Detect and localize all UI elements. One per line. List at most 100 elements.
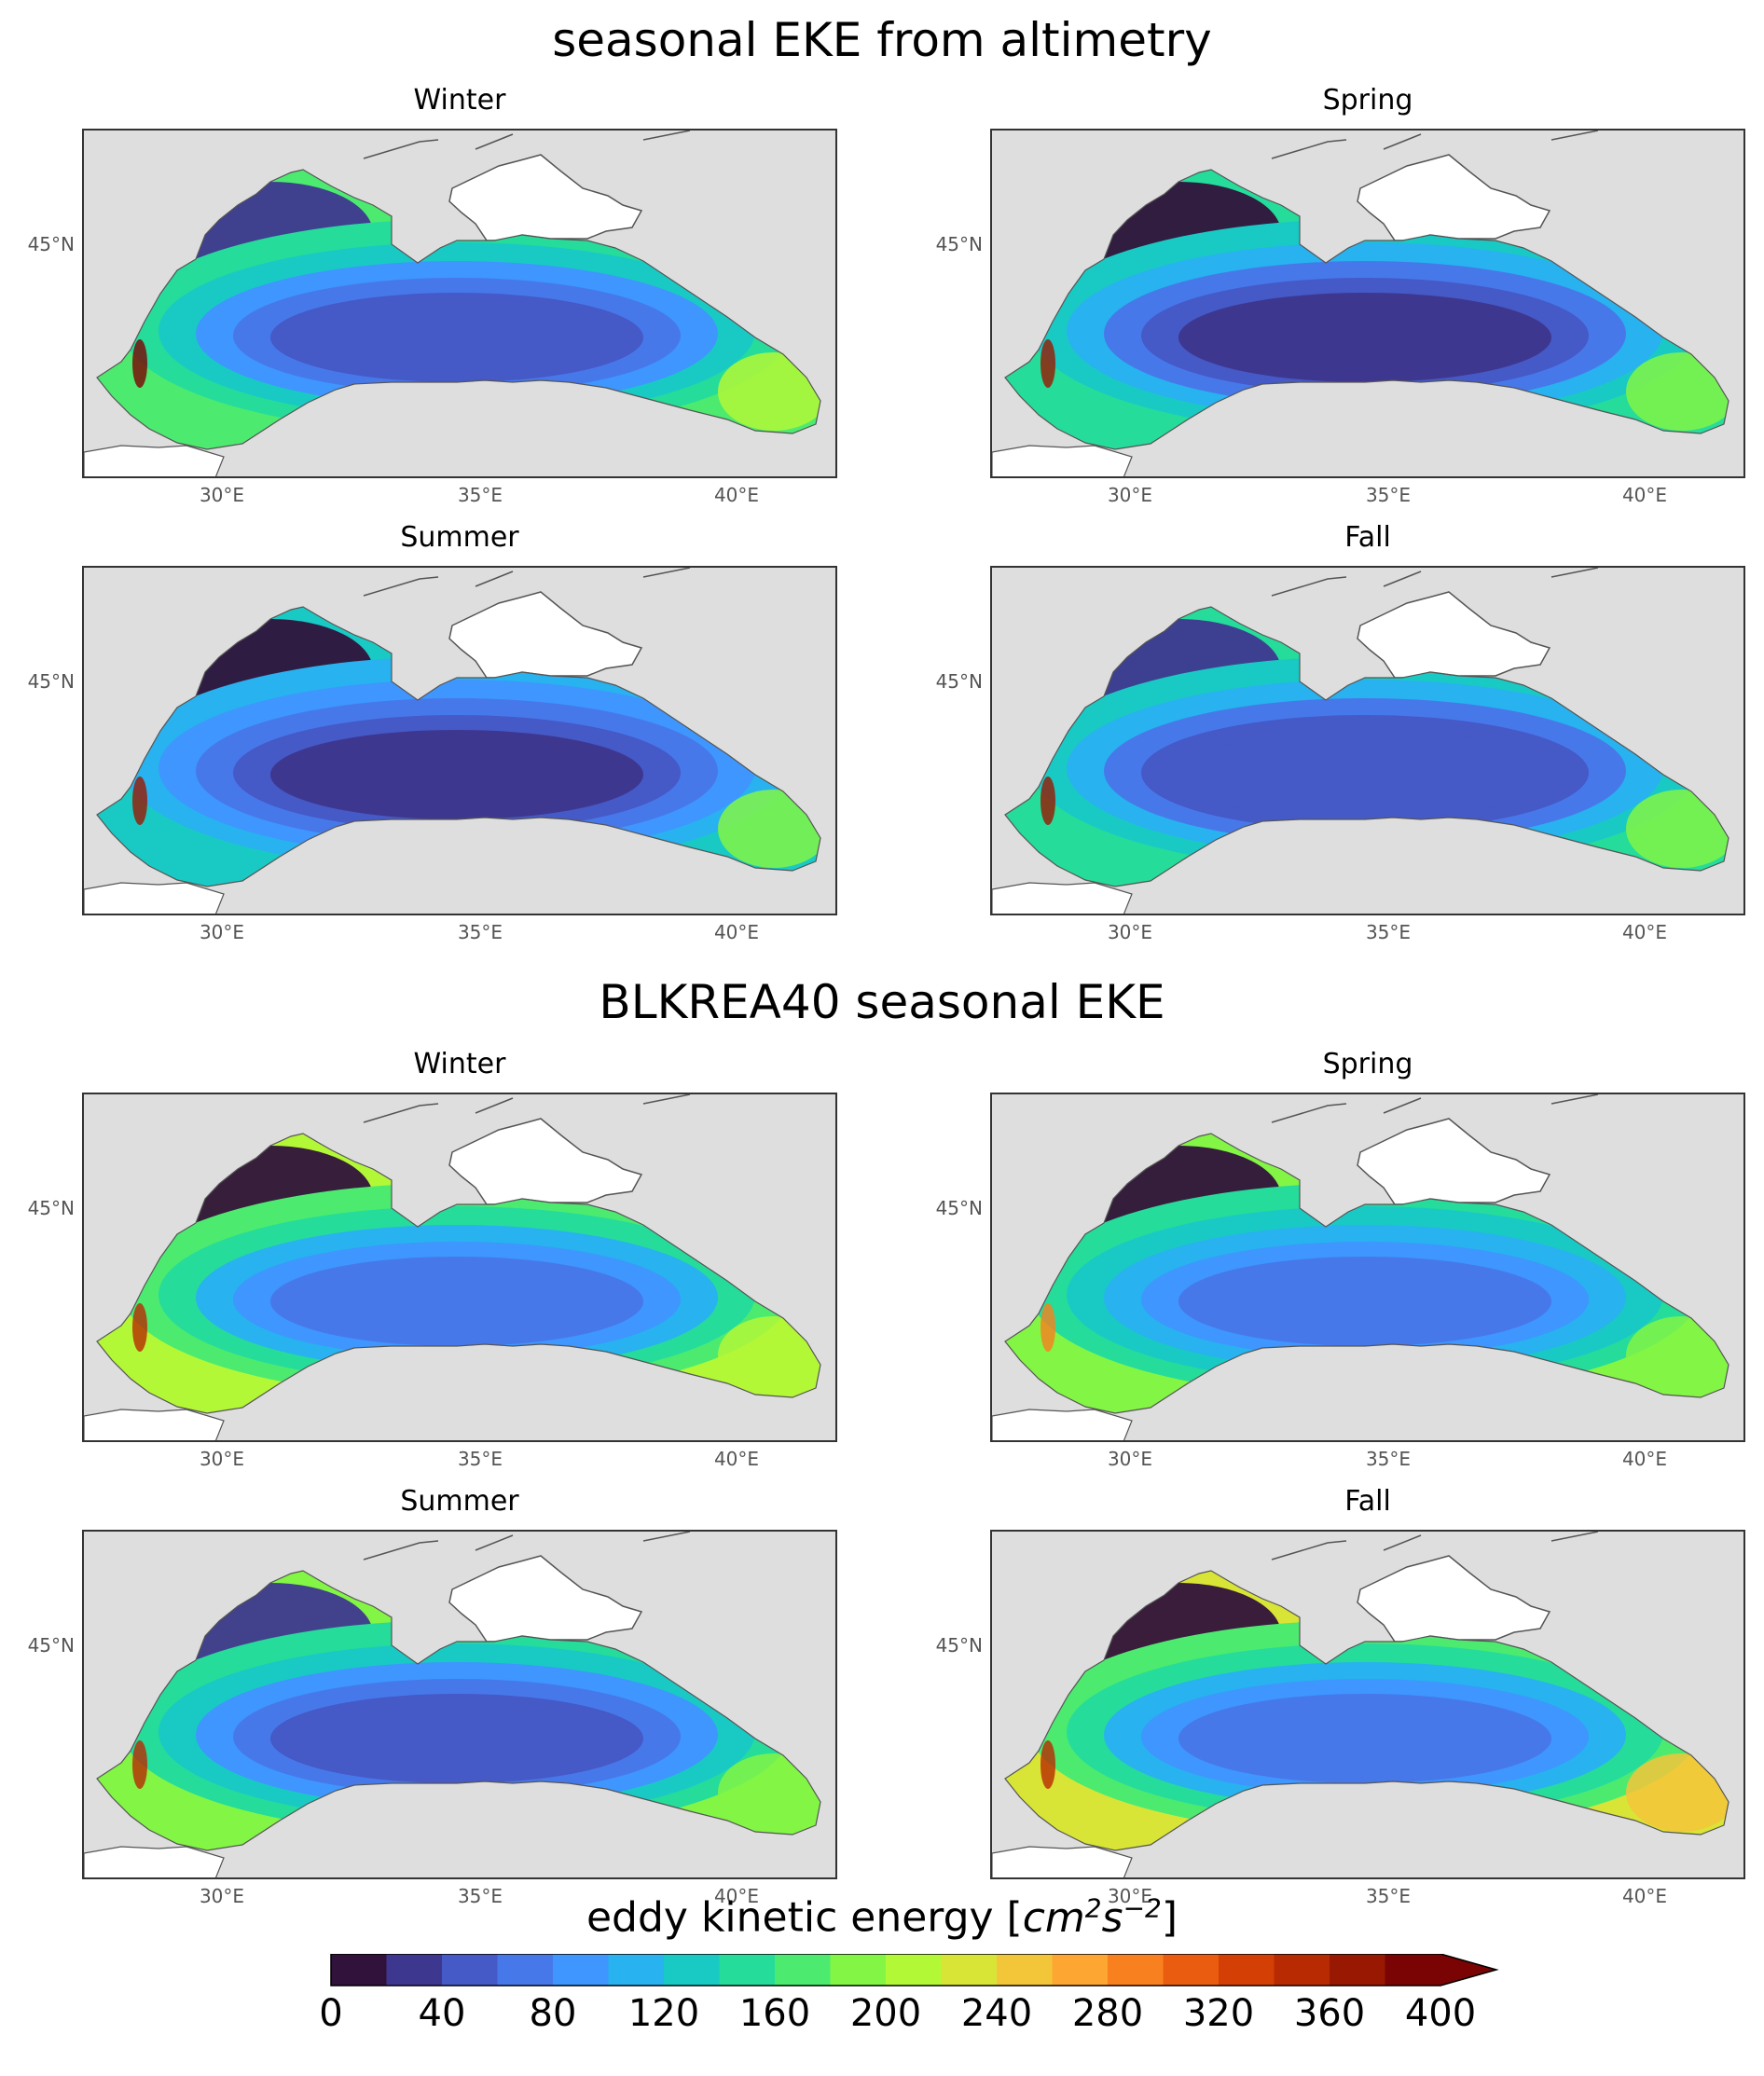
eke-eastern-patch bbox=[718, 1316, 820, 1395]
colorbar-segment bbox=[553, 1954, 609, 1986]
eke-field bbox=[97, 1134, 820, 1413]
colorbar-tick-label: 360 bbox=[1293, 1992, 1366, 2035]
colorbar-segment bbox=[608, 1954, 665, 1986]
lon-tick-label: 40°E bbox=[713, 484, 760, 506]
eke-contour-level bbox=[1178, 1694, 1551, 1783]
sea-outline bbox=[1004, 169, 1730, 450]
eke-hotspot bbox=[1318, 676, 1337, 687]
colorbar-segment bbox=[941, 1954, 998, 1986]
panel-title-altimetry-summer: Summer bbox=[400, 521, 519, 554]
eke-hotspot bbox=[410, 1203, 429, 1214]
panel-title-altimetry-spring: Spring bbox=[1322, 84, 1413, 117]
lon-tick-label: 40°E bbox=[1621, 1885, 1668, 1907]
northern-coast bbox=[363, 1532, 691, 1560]
eke-eastern-patch bbox=[1626, 1316, 1729, 1395]
crimea-land bbox=[448, 154, 643, 241]
eke-eastern-patch bbox=[1626, 352, 1729, 431]
panel-title-altimetry-fall: Fall bbox=[1344, 521, 1391, 554]
northern-coast bbox=[1271, 568, 1599, 597]
lat-tick-label: 45°N bbox=[935, 233, 983, 255]
map-altimetry-fall bbox=[990, 566, 1745, 915]
map-model-spring bbox=[990, 1093, 1745, 1442]
eke-hotspot bbox=[132, 339, 147, 388]
colorbar-segment bbox=[1330, 1954, 1385, 1986]
colorbar-segment bbox=[497, 1954, 554, 1986]
colorbar-tick-label: 400 bbox=[1404, 1992, 1477, 2035]
eke-field bbox=[1005, 1134, 1729, 1413]
colorbar-label-s: s bbox=[1101, 1893, 1123, 1942]
sea-outline bbox=[1004, 1133, 1730, 1414]
colorbar-segment bbox=[830, 1954, 887, 1986]
colorbar-label-prefix: eddy kinetic energy [ bbox=[586, 1893, 1023, 1942]
lon-tick-label: 40°E bbox=[713, 921, 760, 943]
eke-hotspot bbox=[410, 239, 429, 250]
bosporus-land bbox=[992, 445, 1133, 476]
eke-map-svg bbox=[84, 1094, 821, 1440]
colorbar-segment bbox=[331, 1954, 387, 1986]
northern-coast bbox=[1271, 1532, 1599, 1560]
section-title-altimetry: seasonal EKE from altimetry bbox=[552, 13, 1212, 67]
eke-map-svg bbox=[84, 131, 821, 476]
colorbar-tick-label: 160 bbox=[738, 1992, 811, 2035]
eke-map-svg bbox=[84, 1532, 821, 1877]
map-model-winter bbox=[82, 1093, 837, 1442]
lon-tick-label: 40°E bbox=[1621, 484, 1668, 506]
sea-outline bbox=[1004, 606, 1730, 887]
eke-hotspot bbox=[1040, 1303, 1055, 1352]
bosporus-land bbox=[84, 1409, 225, 1440]
colorbar-tick-label: 120 bbox=[627, 1992, 700, 2035]
colorbar-label: eddy kinetic energy [cm2s−2] bbox=[0, 1892, 1764, 1942]
lon-tick-label: 40°E bbox=[713, 1885, 760, 1907]
eke-hotspot bbox=[1318, 1640, 1337, 1651]
lat-tick-label: 45°N bbox=[935, 1197, 983, 1219]
crimea-land bbox=[448, 1555, 643, 1643]
lon-tick-label: 30°E bbox=[1107, 1885, 1153, 1907]
eke-map-svg bbox=[992, 1094, 1730, 1440]
lon-tick-label: 40°E bbox=[713, 1448, 760, 1470]
northern-coast bbox=[363, 568, 691, 597]
northern-coast bbox=[1271, 131, 1599, 159]
colorbar-segment bbox=[1219, 1954, 1275, 1986]
lon-tick-label: 30°E bbox=[1107, 484, 1153, 506]
eke-contour-level bbox=[270, 293, 643, 382]
colorbar-segment bbox=[1385, 1954, 1441, 1986]
colorbar-segment bbox=[886, 1954, 942, 1986]
panel-title-model-spring: Spring bbox=[1322, 1048, 1413, 1080]
panel-title-model-winter: Winter bbox=[413, 1048, 506, 1080]
lon-tick-label: 35°E bbox=[1365, 921, 1412, 943]
bosporus-land bbox=[84, 882, 225, 914]
eke-map-svg bbox=[992, 131, 1730, 476]
eke-hotspot bbox=[1040, 1740, 1055, 1789]
colorbar-segment bbox=[1163, 1954, 1220, 1986]
lat-tick-label: 45°N bbox=[27, 233, 75, 255]
lon-tick-label: 30°E bbox=[199, 921, 245, 943]
lon-tick-label: 40°E bbox=[1621, 921, 1668, 943]
lon-tick-label: 30°E bbox=[199, 1448, 245, 1470]
crimea-land bbox=[448, 1118, 643, 1205]
lat-tick-label: 45°N bbox=[27, 670, 75, 693]
eke-map-svg bbox=[992, 568, 1730, 914]
eke-eastern-patch bbox=[718, 1753, 820, 1832]
colorbar-segment bbox=[1052, 1954, 1109, 1986]
bosporus-land bbox=[84, 445, 225, 476]
colorbar-label-s-exp: −2 bbox=[1123, 1892, 1162, 1923]
colorbar-segment bbox=[442, 1954, 498, 1986]
eke-field bbox=[97, 1571, 820, 1850]
lon-tick-label: 30°E bbox=[1107, 921, 1153, 943]
bosporus-land bbox=[992, 882, 1133, 914]
eke-hotspot bbox=[1318, 239, 1337, 250]
eke-contour-level bbox=[270, 730, 643, 819]
map-model-summer bbox=[82, 1530, 837, 1879]
map-altimetry-winter bbox=[82, 129, 837, 478]
sea-outline bbox=[96, 169, 821, 450]
eke-eastern-patch bbox=[1626, 1753, 1729, 1832]
lat-tick-label: 45°N bbox=[27, 1197, 75, 1219]
eke-field bbox=[97, 170, 820, 449]
lon-tick-label: 35°E bbox=[457, 1885, 503, 1907]
eke-contour-level bbox=[1178, 730, 1551, 819]
colorbar-tick-label: 0 bbox=[319, 1992, 343, 2035]
colorbar-label-suffix: ] bbox=[1161, 1893, 1178, 1942]
map-altimetry-spring bbox=[990, 129, 1745, 478]
colorbar-segment bbox=[775, 1954, 831, 1986]
colorbar-tick-label: 40 bbox=[418, 1992, 466, 2035]
